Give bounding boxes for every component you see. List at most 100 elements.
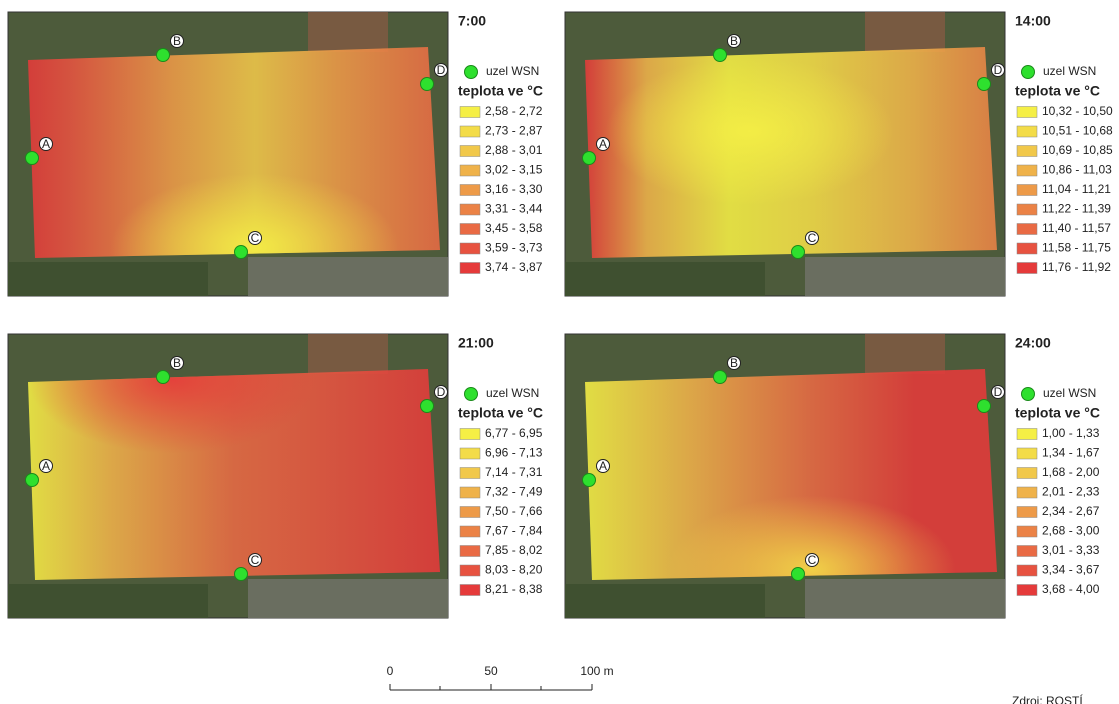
legend-label: 11,22 - 11,39 xyxy=(1042,202,1111,216)
legend-swatch xyxy=(1017,507,1037,518)
legend-swatch xyxy=(460,146,480,157)
node-label: C xyxy=(251,231,260,245)
legend-swatch xyxy=(460,185,480,196)
node-label: D xyxy=(437,385,446,399)
legend-label: 3,74 - 3,87 xyxy=(485,260,543,274)
node-label: C xyxy=(808,553,817,567)
temperature-surface xyxy=(28,369,440,580)
legend-label: 11,58 - 11,75 xyxy=(1042,241,1111,255)
wsn-node xyxy=(157,371,170,384)
node-label: D xyxy=(437,63,446,77)
legend-swatch xyxy=(460,243,480,254)
legend-swatch xyxy=(1017,126,1037,137)
legend-label: 10,51 - 10,68 xyxy=(1042,124,1113,138)
legend-swatch xyxy=(460,585,480,596)
wsn-node xyxy=(157,49,170,62)
scale-label: 100 m xyxy=(580,664,613,678)
legend-label: 3,34 - 3,67 xyxy=(1042,563,1100,577)
aerial-patch xyxy=(865,334,945,374)
node-label: B xyxy=(730,356,738,370)
wsn-node xyxy=(421,400,434,413)
wsn-node xyxy=(714,371,727,384)
legend-swatch xyxy=(460,429,480,440)
legend-swatch xyxy=(460,448,480,459)
legend-label: 11,04 - 11,21 xyxy=(1042,182,1111,196)
legend-node-label: uzel WSN xyxy=(1043,386,1096,400)
legend-label: 10,32 - 10,50 xyxy=(1042,104,1113,118)
legend-label: 7,50 - 7,66 xyxy=(485,504,543,518)
wsn-node xyxy=(421,78,434,91)
legend-title: teplota ve °C xyxy=(458,405,543,421)
legend-label: 2,88 - 3,01 xyxy=(485,143,543,157)
node-label: C xyxy=(808,231,817,245)
aerial-patch xyxy=(565,584,765,618)
legend-swatch xyxy=(1017,585,1037,596)
node-label: B xyxy=(173,34,181,48)
legend-label: 2,68 - 3,00 xyxy=(1042,524,1100,538)
legend-swatch xyxy=(460,526,480,537)
legend-swatch xyxy=(460,126,480,137)
node-label: A xyxy=(599,137,607,151)
legend-title: teplota ve °C xyxy=(1015,405,1100,421)
legend-label: 11,76 - 11,92 xyxy=(1042,260,1111,274)
legend-label: 3,59 - 3,73 xyxy=(485,241,543,255)
legend-node-symbol xyxy=(1022,388,1035,401)
legend-swatch xyxy=(1017,448,1037,459)
legend-node-symbol xyxy=(465,388,478,401)
node-label: C xyxy=(251,553,260,567)
legend-swatch xyxy=(460,165,480,176)
legend-swatch xyxy=(1017,146,1037,157)
legend-node-label: uzel WSN xyxy=(486,386,539,400)
node-label: A xyxy=(42,137,50,151)
legend-node-symbol xyxy=(1022,66,1035,79)
legend-swatch xyxy=(1017,487,1037,498)
wsn-node xyxy=(583,474,596,487)
legend-label: 3,16 - 3,30 xyxy=(485,182,543,196)
scale-label: 50 xyxy=(484,664,498,678)
legend-title: teplota ve °C xyxy=(1015,83,1100,99)
legend-label: 3,01 - 3,33 xyxy=(1042,543,1100,557)
map-panel: ABCD24:00uzel WSNteplota ve °C1,00 - 1,3… xyxy=(565,334,1100,618)
legend-swatch xyxy=(1017,526,1037,537)
legend-swatch xyxy=(460,204,480,215)
legend-node-label: uzel WSN xyxy=(1043,64,1096,78)
aerial-patch xyxy=(248,579,448,618)
legend-swatch xyxy=(1017,224,1037,235)
legend-swatch xyxy=(1017,243,1037,254)
aerial-patch xyxy=(8,584,208,618)
aerial-patch xyxy=(865,12,945,52)
aerial-patch xyxy=(308,12,388,52)
legend-swatch xyxy=(460,263,480,274)
legend-swatch xyxy=(1017,546,1037,557)
legend-swatch xyxy=(460,565,480,576)
legend-swatch xyxy=(460,546,480,557)
legend-node-symbol xyxy=(465,66,478,79)
legend-label: 7,85 - 8,02 xyxy=(485,543,543,557)
figure: ABCD7:00uzel WSNteplota ve °C2,58 - 2,72… xyxy=(0,0,1119,704)
legend-swatch xyxy=(1017,468,1037,479)
aerial-patch xyxy=(248,257,448,296)
legend-swatch xyxy=(460,107,480,118)
source: Zdroj: ROSTÍ xyxy=(1012,693,1083,704)
temperature-surface xyxy=(585,47,997,258)
legend-label: 7,32 - 7,49 xyxy=(485,485,543,499)
temperature-surface xyxy=(28,47,440,258)
legend-swatch xyxy=(1017,107,1037,118)
legend-label: 2,58 - 2,72 xyxy=(485,104,543,118)
wsn-node xyxy=(26,152,39,165)
legend-label: 1,68 - 2,00 xyxy=(1042,465,1100,479)
legend-label: 6,77 - 6,95 xyxy=(485,426,543,440)
wsn-node xyxy=(792,568,805,581)
panel-time: 24:00 xyxy=(1015,335,1051,351)
node-label: D xyxy=(994,63,1003,77)
map-panel: ABCD21:00uzel WSNteplota ve °C6,77 - 6,9… xyxy=(8,334,543,618)
legend-label: 2,73 - 2,87 xyxy=(485,124,543,138)
legend-label: 2,34 - 2,67 xyxy=(1042,504,1100,518)
legend-swatch xyxy=(460,224,480,235)
aerial-patch xyxy=(805,257,1005,296)
node-label: B xyxy=(173,356,181,370)
legend-label: 7,14 - 7,31 xyxy=(485,465,543,479)
legend-label: 2,01 - 2,33 xyxy=(1042,485,1100,499)
legend-label: 3,31 - 3,44 xyxy=(485,202,543,216)
